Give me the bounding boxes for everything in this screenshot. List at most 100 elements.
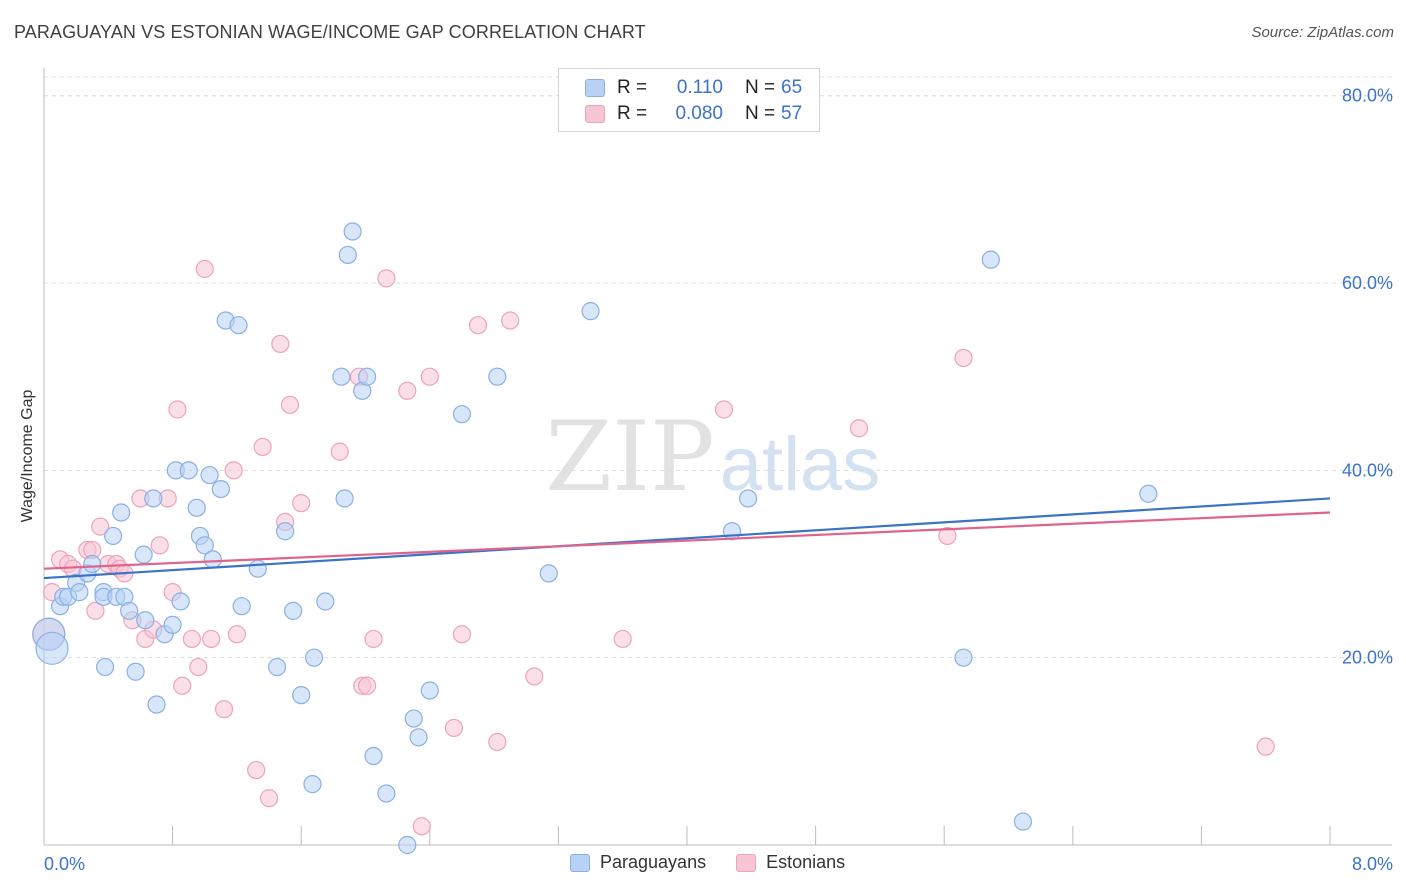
estonian-point (377, 269, 396, 288)
paraguayan-trend-line (43, 497, 1331, 580)
paraguayan-point (112, 503, 131, 522)
estonian-point (271, 334, 290, 354)
estonian-trend-line (43, 511, 1331, 570)
paraguayan-point (136, 611, 155, 630)
paraguayan-point (200, 465, 219, 485)
estonian-point (501, 311, 520, 330)
estonian-point (259, 789, 279, 808)
paraguayan-point (420, 681, 439, 700)
paraguayan-point (179, 461, 198, 480)
paraguayan-point (377, 784, 396, 803)
paraguayan-point (284, 601, 303, 620)
r-value: 0.110 (676, 77, 723, 98)
estonian-point (398, 381, 417, 400)
legend-item-estonians: Estonians (736, 852, 845, 873)
estonian-point (330, 442, 349, 461)
paraguayan-point (343, 222, 362, 241)
estonian-point (195, 259, 214, 279)
paraguayan-point (292, 686, 311, 705)
paraguayan-point (267, 657, 287, 677)
y-tick-label: 40.0% (1342, 460, 1393, 480)
y-tick-label: 80.0% (1342, 86, 1393, 106)
paraguayan-point (364, 746, 383, 766)
paraguayan-point (981, 250, 1000, 269)
n-label: N = (745, 77, 776, 98)
watermark-zip: ZIP (545, 401, 714, 513)
paraguayan-point (316, 592, 335, 611)
estonian-point (468, 316, 488, 335)
paraguayan-point (70, 583, 89, 602)
estonian-point (227, 625, 246, 644)
paraguayan-point (229, 316, 248, 335)
paraguayan-point (404, 709, 423, 728)
blue-swatch (585, 79, 605, 97)
paraguayan-point (581, 302, 600, 321)
paraguayan-point (338, 245, 357, 265)
legend-item-paraguayans: Paraguayans (570, 852, 706, 873)
estonian-point (224, 461, 243, 480)
paraguayan-point (722, 522, 742, 541)
paraguayan-point (187, 498, 206, 517)
estonian-point (849, 419, 869, 438)
paraguayan-point (126, 662, 145, 681)
n-label: N = (745, 103, 776, 124)
paraguayan-point (539, 564, 558, 583)
estonian-point (202, 629, 221, 649)
estonian-point (86, 601, 105, 620)
estonian-point (444, 718, 464, 738)
paraguayan-point (163, 615, 182, 635)
paraguayan-point (95, 657, 115, 677)
paraguayan-point (120, 601, 139, 620)
legend-label-paraguayans: Paraguayans (600, 852, 707, 872)
legend-label-estonians: Estonians (766, 852, 846, 872)
pink-swatch (585, 105, 605, 123)
paraguayan-point (248, 559, 267, 578)
estonian-point (714, 400, 734, 419)
paraguayan-point (332, 367, 351, 386)
paraguayan-point (276, 522, 295, 541)
paraguayan-point (452, 405, 472, 424)
y-tick-label: 20.0% (1342, 648, 1393, 668)
paraguayan-point (488, 367, 507, 386)
paraguayan-point (211, 479, 230, 499)
pink-swatch (736, 853, 757, 872)
estonian-point (954, 348, 973, 368)
paraguayan-point (409, 728, 428, 747)
estonian-point (452, 625, 472, 644)
paraguayan-point (358, 367, 377, 386)
paraguayan-point (738, 489, 758, 508)
chart-title: PARAGUAYAN VS ESTONIAN WAGE/INCOME GAP C… (14, 22, 646, 42)
estonian-point (938, 526, 957, 546)
paraguayan-point (35, 631, 69, 665)
paraguayan-point (147, 695, 166, 714)
paraguayan-point (303, 775, 322, 794)
estonian-point (613, 629, 632, 649)
estonian-point (168, 400, 187, 419)
n-value: 57 (781, 103, 803, 124)
paraguayan-point (954, 648, 973, 667)
paraguayan-point (83, 554, 102, 574)
paraguayan-point (171, 592, 190, 611)
legend-row-estonians: R = 0.080 N = 57 (559, 102, 802, 126)
paraguayan-point (335, 489, 354, 508)
paraguayan-point (304, 648, 324, 667)
blue-swatch (570, 853, 590, 872)
paraguayan-point (195, 536, 214, 555)
estonian-point (412, 817, 431, 836)
series-legend: Paraguayans Estonians (570, 852, 875, 873)
paraguayan-point (134, 545, 153, 564)
r-value: 0.080 (675, 103, 723, 124)
legend-row-paraguayans: R = 0.110 N = 65 (559, 76, 802, 100)
paraguayan-point (1139, 484, 1158, 503)
r-label: R = (617, 103, 648, 124)
stats-legend: R = 0.110 N = 65 R = 0.080 N = 57 (558, 68, 820, 132)
paraguayan-point (104, 526, 123, 546)
estonian-point (420, 367, 439, 386)
y-tick-label: 60.0% (1342, 273, 1393, 293)
paraguayan-point (203, 550, 222, 569)
x-tick-label: 0.0% (44, 854, 85, 874)
estonian-point (253, 437, 272, 457)
estonian-point (173, 676, 192, 695)
estonian-point (358, 676, 377, 695)
